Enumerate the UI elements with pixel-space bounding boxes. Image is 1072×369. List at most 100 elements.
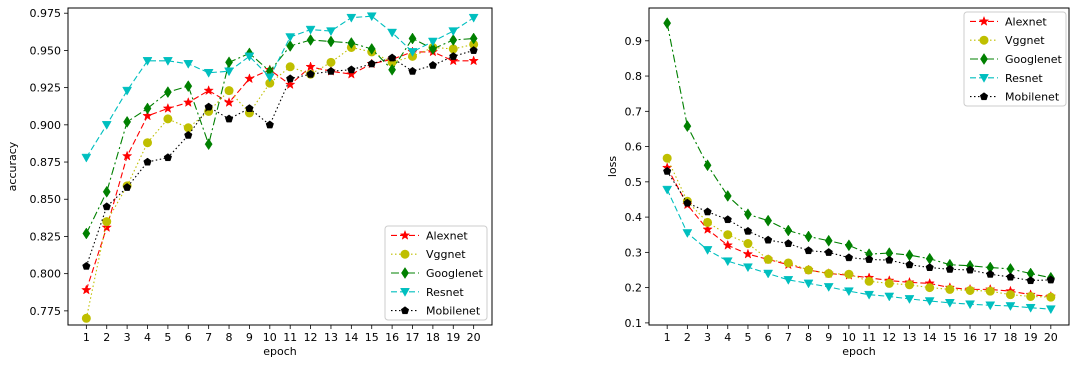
loss-point-mobilenet — [743, 226, 753, 235]
accuracy-point-mobilenet — [123, 183, 132, 191]
accuracy-legend-box — [384, 225, 488, 321]
loss-point-vggnet — [763, 254, 773, 264]
accuracy-legend-marker-vggnet — [400, 249, 410, 259]
accuracy-point-resnet — [101, 121, 112, 130]
loss-point-resnet — [743, 263, 753, 273]
loss-point-googlenet — [764, 214, 773, 227]
accuracy-point-googlenet — [163, 86, 172, 99]
accuracy-x-tick-label: 7 — [205, 331, 212, 344]
accuracy-point-googlenet — [123, 115, 132, 128]
loss-point-resnet — [924, 297, 935, 307]
loss-point-mobilenet — [945, 264, 954, 273]
accuracy-point-resnet — [183, 60, 194, 69]
accuracy-legend-label-resnet: Resnet — [426, 286, 464, 299]
loss-y-tick-label: 0.7 — [625, 105, 643, 118]
accuracy-point-googlenet — [204, 138, 213, 151]
accuracy-point-googlenet — [428, 42, 437, 55]
accuracy-x-tick-label: 20 — [467, 331, 481, 344]
accuracy-series-googlenet — [82, 32, 478, 240]
accuracy-point-mobilenet — [367, 59, 376, 68]
loss-point-googlenet — [845, 239, 853, 252]
loss-point-mobilenet — [905, 260, 914, 269]
accuracy-y-tick-label: 0.875 — [30, 156, 62, 169]
loss-point-mobilenet — [703, 207, 712, 216]
accuracy-point-resnet — [244, 52, 255, 62]
loss-point-resnet — [1045, 305, 1056, 315]
accuracy-point-googlenet — [469, 32, 478, 45]
loss-x-tick-label: 18 — [1003, 331, 1017, 344]
accuracy-point-alexnet — [305, 61, 316, 72]
loss-legend-label-resnet: Resnet — [1005, 72, 1043, 85]
accuracy-x-tick-label: 6 — [185, 331, 192, 344]
accuracy-x-axis-label: epoch — [263, 345, 297, 358]
loss-x-tick-label: 13 — [902, 331, 916, 344]
loss-x-tick-label: 2 — [684, 331, 691, 344]
accuracy-point-alexnet — [448, 55, 459, 66]
accuracy-point-alexnet — [203, 85, 214, 96]
loss-y-tick-label: 0.4 — [625, 211, 643, 224]
accuracy-point-mobilenet — [245, 104, 254, 112]
loss-x-tick-label: 9 — [825, 331, 832, 344]
accuracy-point-mobilenet — [224, 114, 234, 123]
loss-x-tick-label: 5 — [744, 331, 751, 344]
loss-point-googlenet — [925, 252, 934, 265]
accuracy-point-vggnet — [102, 217, 112, 227]
loss-series-line-mobilenet — [666, 170, 1051, 282]
loss-x-tick-label: 7 — [785, 331, 792, 344]
loss-legend-label-googlenet: Googlenet — [1005, 53, 1063, 66]
accuracy-x-tick-label: 12 — [304, 331, 318, 344]
accuracy-x-tick-label: 8 — [226, 331, 233, 344]
accuracy-point-mobilenet — [102, 202, 111, 211]
accuracy-series-line-googlenet — [85, 37, 474, 234]
loss-x-tick-label: 10 — [842, 331, 856, 344]
accuracy-y-tick-label: 0.950 — [30, 44, 62, 57]
loss-point-vggnet — [844, 269, 854, 279]
accuracy-point-resnet — [142, 57, 153, 66]
loss-legend-marker-mobilenet — [979, 92, 989, 101]
accuracy-series-resnet — [81, 12, 479, 163]
accuracy-point-vggnet — [163, 114, 173, 124]
loss-series-mobilenet — [663, 166, 1055, 285]
accuracy-point-googlenet — [449, 34, 458, 46]
loss-y-tick-label: 0.8 — [625, 70, 643, 83]
loss-y-tick-label: 0.6 — [625, 141, 643, 154]
accuracy-point-resnet — [203, 68, 214, 78]
loss-point-mobilenet — [925, 263, 934, 272]
accuracy-point-vggnet — [224, 86, 234, 96]
loss-legend-marker-resnet — [979, 74, 989, 83]
loss-x-tick-label: 15 — [943, 331, 957, 344]
accuracy-point-resnet — [366, 12, 377, 22]
accuracy-x-tick-label: 3 — [124, 331, 131, 344]
loss-x-tick-label: 4 — [724, 331, 731, 344]
loss-point-googlenet — [905, 249, 914, 262]
loss-x-tick-label: 17 — [983, 331, 997, 344]
loss-x-tick-label: 20 — [1044, 331, 1058, 344]
loss-point-vggnet — [804, 265, 814, 275]
loss-x-tick-label: 16 — [963, 331, 977, 344]
accuracy-point-resnet — [387, 28, 398, 38]
accuracy-point-resnet — [81, 153, 92, 163]
loss-x-tick-label: 6 — [765, 331, 772, 344]
loss-point-googlenet — [824, 234, 833, 247]
loss-point-vggnet — [925, 283, 935, 293]
loss-point-resnet — [682, 229, 693, 238]
accuracy-point-alexnet — [101, 221, 112, 232]
loss-point-mobilenet — [804, 246, 813, 255]
loss-point-resnet — [985, 301, 996, 311]
accuracy-x-tick-label: 15 — [365, 331, 379, 344]
loss-x-tick-label: 1 — [664, 331, 671, 344]
loss-series-alexnet — [661, 162, 1057, 301]
accuracy-legend-label-mobilenet: Mobilenet — [426, 305, 481, 318]
loss-x-tick-label: 14 — [923, 331, 937, 344]
accuracy-point-alexnet — [81, 284, 92, 295]
loss-y-tick-label: 0.3 — [625, 246, 643, 259]
accuracy-point-vggnet — [81, 313, 91, 323]
loss-point-resnet — [823, 283, 834, 292]
loss-point-vggnet — [824, 269, 834, 279]
loss-point-alexnet — [742, 248, 754, 259]
loss-x-tick-label: 11 — [862, 331, 876, 344]
loss-point-resnet — [662, 185, 673, 195]
loss-point-vggnet — [703, 217, 713, 227]
loss-legend-label-mobilenet: Mobilenet — [1005, 91, 1060, 104]
accuracy-point-googlenet — [408, 32, 417, 45]
